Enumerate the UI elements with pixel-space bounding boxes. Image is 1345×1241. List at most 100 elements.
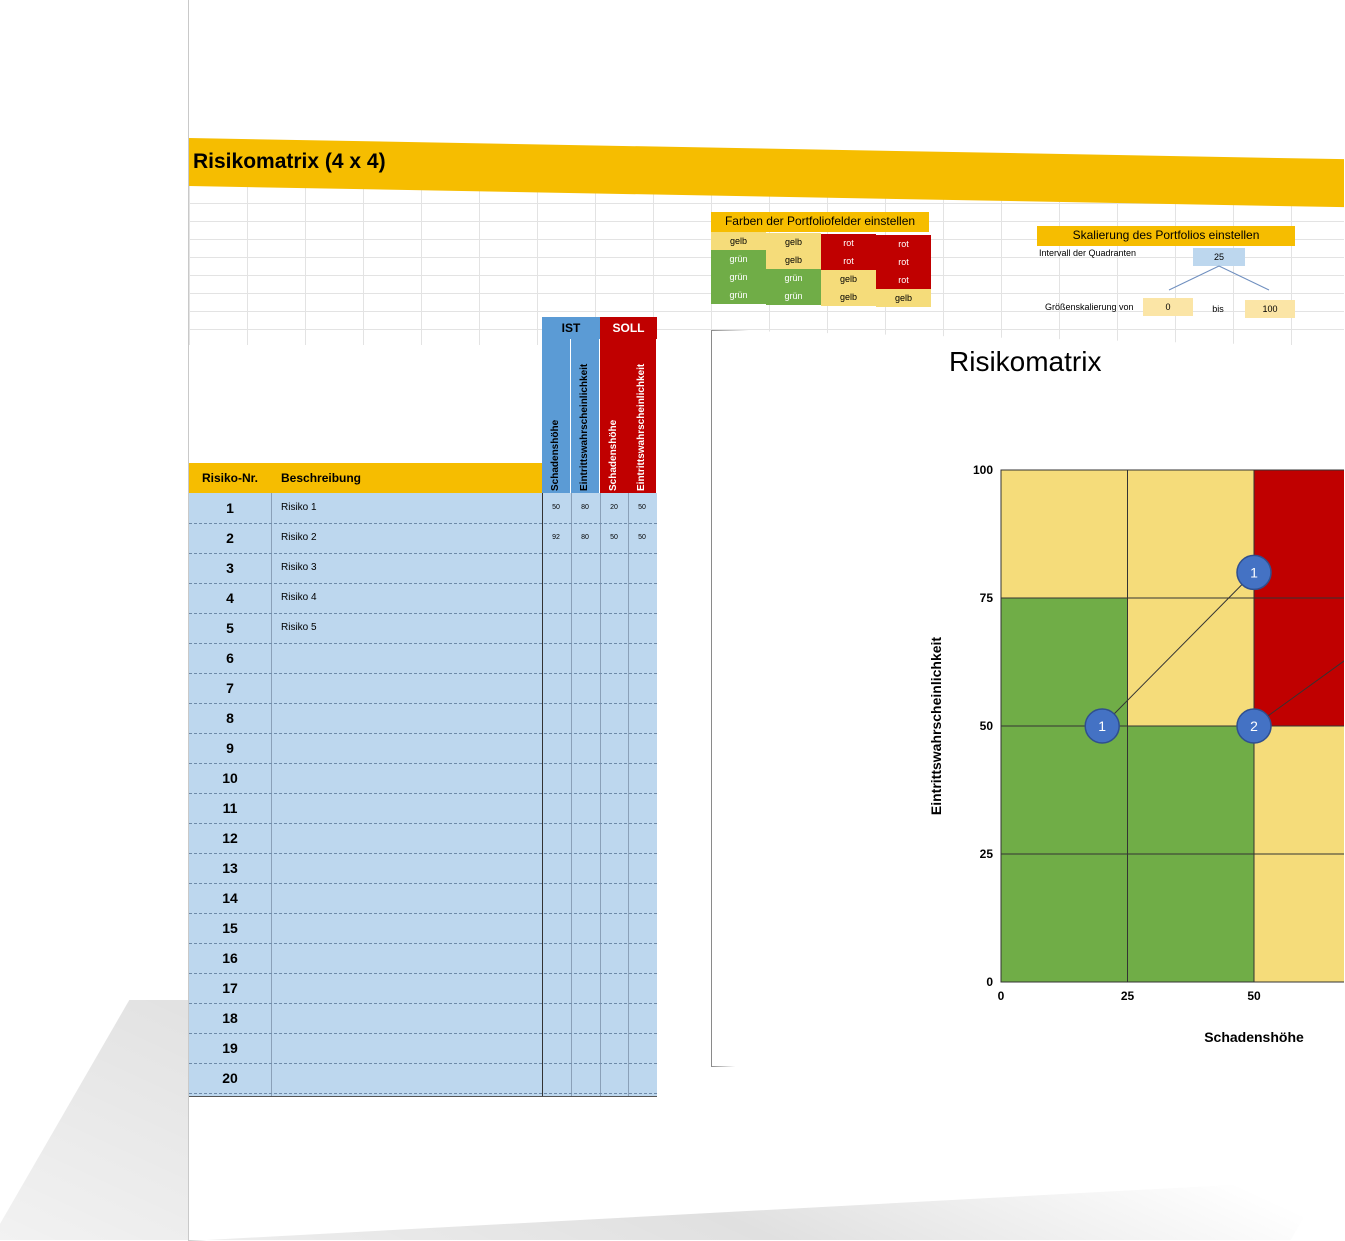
risk-number: 17: [222, 980, 238, 996]
risk-marker: [1236, 708, 1272, 744]
colors-panel-header: Farben der Portfoliofelder einstellen: [711, 212, 929, 232]
risk-value-cell[interactable]: 20: [610, 504, 618, 511]
risk-number: 3: [226, 560, 234, 576]
table-row: 10: [189, 763, 657, 794]
table-row: 20: [189, 1063, 657, 1094]
x-axis-label: Schadenshöhe: [1204, 1029, 1304, 1045]
risk-number: 1: [226, 500, 234, 516]
color-cell[interactable]: rot: [876, 253, 931, 271]
risk-link-line: [1101, 572, 1255, 727]
color-cell[interactable]: gelb: [876, 289, 931, 307]
color-cell[interactable]: rot: [876, 271, 931, 289]
table-row: 17: [189, 973, 657, 1004]
column-divider: [542, 493, 543, 1096]
color-cell[interactable]: grün: [711, 250, 766, 268]
column-divider: [271, 493, 272, 1096]
table-row: 8: [189, 703, 657, 734]
risk-marker: [1236, 554, 1272, 591]
table-row: 5 Risiko 5: [189, 613, 657, 644]
matrix-cell: [1000, 725, 1128, 855]
table-row: 16: [189, 943, 657, 974]
plot-border: [1000, 469, 1344, 983]
risk-number: 9: [226, 740, 234, 756]
risk-value-cell[interactable]: 50: [610, 534, 618, 541]
y-tick-label: 25: [980, 847, 994, 861]
risk-matrix-chart: 02550751000255075100SchadenshöheEintritt…: [928, 463, 1344, 1045]
matrix-cell: [1127, 597, 1255, 727]
x-tick-label: 25: [1121, 989, 1135, 1003]
matrix-cell: [1253, 725, 1344, 855]
risk-number: 14: [222, 890, 238, 906]
size-to-input[interactable]: 100: [1245, 300, 1295, 318]
size-from-input[interactable]: 0: [1143, 298, 1193, 316]
table-row: 6: [189, 643, 657, 674]
risk-number: 20: [222, 1070, 238, 1086]
risk-marker-label: 2: [1250, 718, 1258, 734]
table-row: 12: [189, 823, 657, 854]
color-cell[interactable]: rot: [821, 252, 876, 270]
risk-marker: [1084, 708, 1120, 744]
x-tick-label: 50: [1247, 989, 1261, 1003]
table-row: 14: [189, 883, 657, 914]
ist-header: IST: [542, 317, 600, 339]
color-cell[interactable]: grün: [766, 269, 821, 287]
soll-eintritt-header: Eintrittswahrscheinlichkeit: [628, 339, 656, 495]
color-cell[interactable]: rot: [821, 234, 876, 252]
column-divider: [628, 493, 629, 1096]
table-row: 7: [189, 673, 657, 704]
color-cell[interactable]: grün: [711, 268, 766, 286]
color-cell[interactable]: grün: [766, 287, 821, 305]
color-cell[interactable]: gelb: [766, 233, 821, 251]
risk-value-cell[interactable]: 50: [638, 504, 646, 511]
column-divider: [600, 493, 601, 1096]
y-tick-label: 0: [986, 975, 993, 989]
risk-number: 11: [222, 800, 238, 816]
col-risiko-nr: Risiko-Nr.: [189, 463, 271, 493]
risk-number: 8: [226, 710, 234, 726]
ist-schadenshoehe-header: Schadenshöhe: [542, 339, 570, 495]
color-cell[interactable]: gelb: [766, 251, 821, 269]
risk-number: 16: [222, 950, 238, 966]
table-row: 1 Risiko 1 50 80 20 50: [189, 493, 657, 524]
color-cell[interactable]: gelb: [821, 288, 876, 306]
soll-header: SOLL: [600, 317, 657, 339]
matrix-cell: [1253, 853, 1344, 983]
risk-value-cell[interactable]: 80: [581, 504, 589, 511]
interval-input[interactable]: 25: [1193, 248, 1245, 266]
risk-number: 18: [222, 1010, 238, 1026]
risk-description[interactable]: Risiko 4: [281, 592, 317, 603]
risk-value-cell[interactable]: 50: [552, 504, 560, 511]
risk-link-line: [1253, 571, 1344, 727]
risk-marker-label: 1: [1250, 564, 1258, 580]
risk-description[interactable]: Risiko 1: [281, 502, 317, 513]
y-tick-label: 75: [980, 591, 994, 605]
size-scale-label: Größenskalierung von: [1045, 302, 1134, 312]
ist-eintritt-header: Eintrittswahrscheinlichkeit: [571, 339, 599, 495]
risk-description[interactable]: Risiko 3: [281, 562, 317, 573]
risk-description[interactable]: Risiko 2: [281, 532, 317, 543]
table-row: 4 Risiko 4: [189, 583, 657, 614]
interval-arrows: [1168, 265, 1270, 291]
color-cell[interactable]: grün: [711, 286, 766, 304]
matrix-cell: [1127, 725, 1255, 855]
risk-value-cell[interactable]: 50: [638, 534, 646, 541]
color-cell[interactable]: gelb: [711, 232, 766, 250]
scale-panel-header: Skalierung des Portfolios einstellen: [1037, 226, 1295, 246]
risk-number: 5: [226, 620, 234, 636]
y-axis-label: Eintrittswahrscheinlichkeit: [928, 637, 944, 815]
spreadsheet-sheet: Risikomatrix (4 x 4) Farben der Portfoli…: [188, 0, 1344, 1241]
matrix-cell: [1000, 469, 1128, 599]
risk-number: 12: [222, 830, 238, 846]
risk-value-cell[interactable]: 92: [552, 534, 560, 541]
risk-number: 2: [226, 530, 234, 546]
y-tick-label: 100: [973, 463, 993, 477]
risk-value-cell[interactable]: 80: [581, 534, 589, 541]
soll-schadenshoehe-header: Schadenshöhe: [600, 339, 628, 495]
matrix-cell: [1000, 597, 1128, 727]
color-cell[interactable]: gelb: [821, 270, 876, 288]
risk-description[interactable]: Risiko 5: [281, 622, 317, 633]
color-cell[interactable]: rot: [876, 235, 931, 253]
column-divider: [571, 493, 572, 1096]
col-beschreibung: Beschreibung: [271, 463, 542, 493]
table-row: 11: [189, 793, 657, 824]
